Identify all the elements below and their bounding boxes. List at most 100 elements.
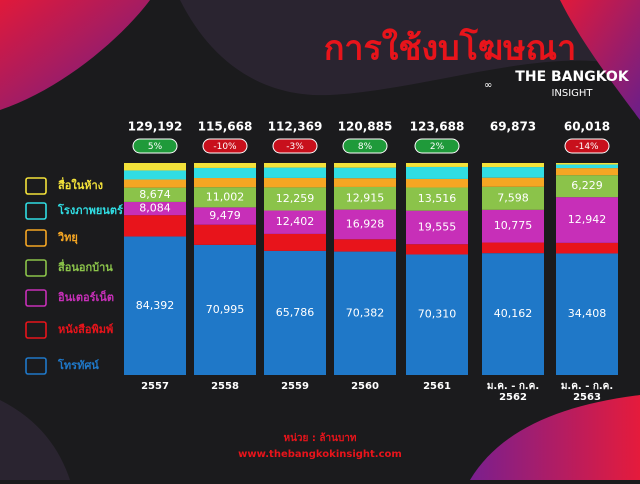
data-label: 9,479	[209, 209, 241, 222]
data-label: 84,392	[136, 299, 175, 312]
total-label: 120,885	[338, 120, 393, 134]
data-label: 70,382	[346, 306, 385, 319]
bar-segment	[194, 187, 256, 208]
bar-segment	[334, 251, 396, 375]
bar-segment	[556, 168, 618, 176]
bar-segment	[556, 175, 618, 198]
x-tick-label: ม.ค. - ก.ค.	[561, 381, 613, 392]
legend-label: สื่อนอกบ้าน	[58, 259, 114, 274]
bar-segment	[194, 167, 256, 179]
bar-segment	[556, 163, 618, 165]
x-tick-label: 2563	[573, 392, 601, 403]
legend-icon	[25, 357, 47, 375]
legend-label: โรงภาพยนตร์	[57, 203, 123, 217]
website: www.thebangkokinsight.com	[238, 449, 402, 460]
data-label: 70,310	[418, 308, 457, 321]
data-label: 12,402	[276, 215, 315, 228]
bar-segment	[124, 215, 186, 237]
data-label: 12,915	[346, 191, 385, 204]
x-tick-label: 2558	[211, 381, 239, 392]
bar-segment	[334, 186, 396, 210]
bar-segment	[482, 209, 544, 243]
bar-segment	[334, 239, 396, 252]
bar-segment	[124, 201, 186, 216]
unit-note: หน่วย : ล้านบาท	[284, 432, 357, 444]
x-tick-label: ม.ค. - ก.ค.	[487, 381, 539, 392]
data-label: 12,942	[568, 213, 607, 226]
data-label: 40,162	[494, 307, 533, 320]
bar-segment	[194, 178, 256, 188]
data-label: 12,259	[276, 192, 315, 205]
decor	[560, 0, 640, 120]
change-label: -3%	[286, 142, 304, 152]
legend-label: หนังสือพิมพ์	[58, 323, 113, 336]
brand: INSIGHT	[551, 88, 593, 99]
change-badge	[202, 138, 248, 154]
legend-label: โทรทัศน์	[57, 358, 99, 372]
bar-segment	[406, 163, 468, 167]
bar-segment	[264, 210, 326, 234]
legend-icon	[25, 289, 47, 307]
bar-segment	[482, 163, 544, 168]
change-badge	[414, 138, 460, 154]
change-label: 2%	[430, 142, 445, 152]
data-label: 8,674	[139, 188, 171, 201]
bar-segment	[482, 242, 544, 254]
bar-segment	[194, 207, 256, 225]
change-label: -14%	[575, 142, 599, 152]
x-tick-label: 2557	[141, 381, 169, 392]
bar-segment	[264, 187, 326, 211]
bar-segment	[406, 210, 468, 245]
bar-segment	[482, 253, 544, 375]
change-badge	[132, 138, 178, 154]
data-label: 6,229	[571, 179, 603, 192]
bar-segment	[334, 209, 396, 240]
bar-segment	[264, 177, 326, 188]
decor	[180, 0, 640, 96]
data-label: 19,555	[418, 220, 457, 233]
total-label: 115,668	[198, 120, 253, 134]
bar-segment	[194, 163, 256, 168]
total-label: 123,688	[410, 120, 465, 134]
data-label: 10,775	[494, 219, 533, 232]
bar-segment	[264, 233, 326, 251]
legend-icon	[25, 202, 47, 220]
data-label: 13,516	[418, 192, 457, 205]
change-label: 8%	[358, 142, 373, 152]
brand: THE BANGKOK	[515, 69, 630, 85]
bar-segment	[406, 166, 468, 179]
data-label: 7,598	[497, 191, 529, 204]
x-tick-label: 2559	[281, 381, 309, 392]
x-tick-label: 2562	[499, 392, 527, 403]
bar-segment	[194, 224, 256, 245]
change-label: 5%	[148, 142, 163, 152]
change-badge	[342, 138, 388, 154]
bar-segment	[124, 170, 186, 180]
bar-segment	[556, 197, 618, 243]
bar-segment	[556, 253, 618, 375]
bar-segment	[264, 163, 326, 168]
decor	[470, 395, 640, 480]
bar-segment	[406, 244, 468, 255]
bar-segment	[556, 164, 618, 169]
bar-segment	[482, 186, 544, 210]
bar-segment	[264, 167, 326, 178]
data-label: 34,408	[568, 307, 607, 320]
legend-label: อินเตอร์เน็ต	[58, 290, 114, 304]
x-tick-label: 2560	[351, 381, 379, 392]
bar-segment	[124, 236, 186, 375]
chart-title: การใช้งบโฆษณา	[324, 28, 576, 69]
bar-segment	[124, 179, 186, 188]
change-badge	[272, 138, 318, 154]
bar-segment	[482, 177, 544, 187]
legend-label: สื่อในห้าง	[58, 177, 103, 192]
logo-icon: ∞	[484, 80, 492, 91]
legend-icon	[25, 177, 47, 195]
bar-segment	[124, 187, 186, 202]
bar-segment	[124, 163, 186, 171]
decor	[0, 400, 70, 480]
legend-label: วิทยุ	[57, 231, 78, 245]
bar-segment	[334, 178, 396, 187]
data-label: 11,002	[206, 190, 245, 203]
